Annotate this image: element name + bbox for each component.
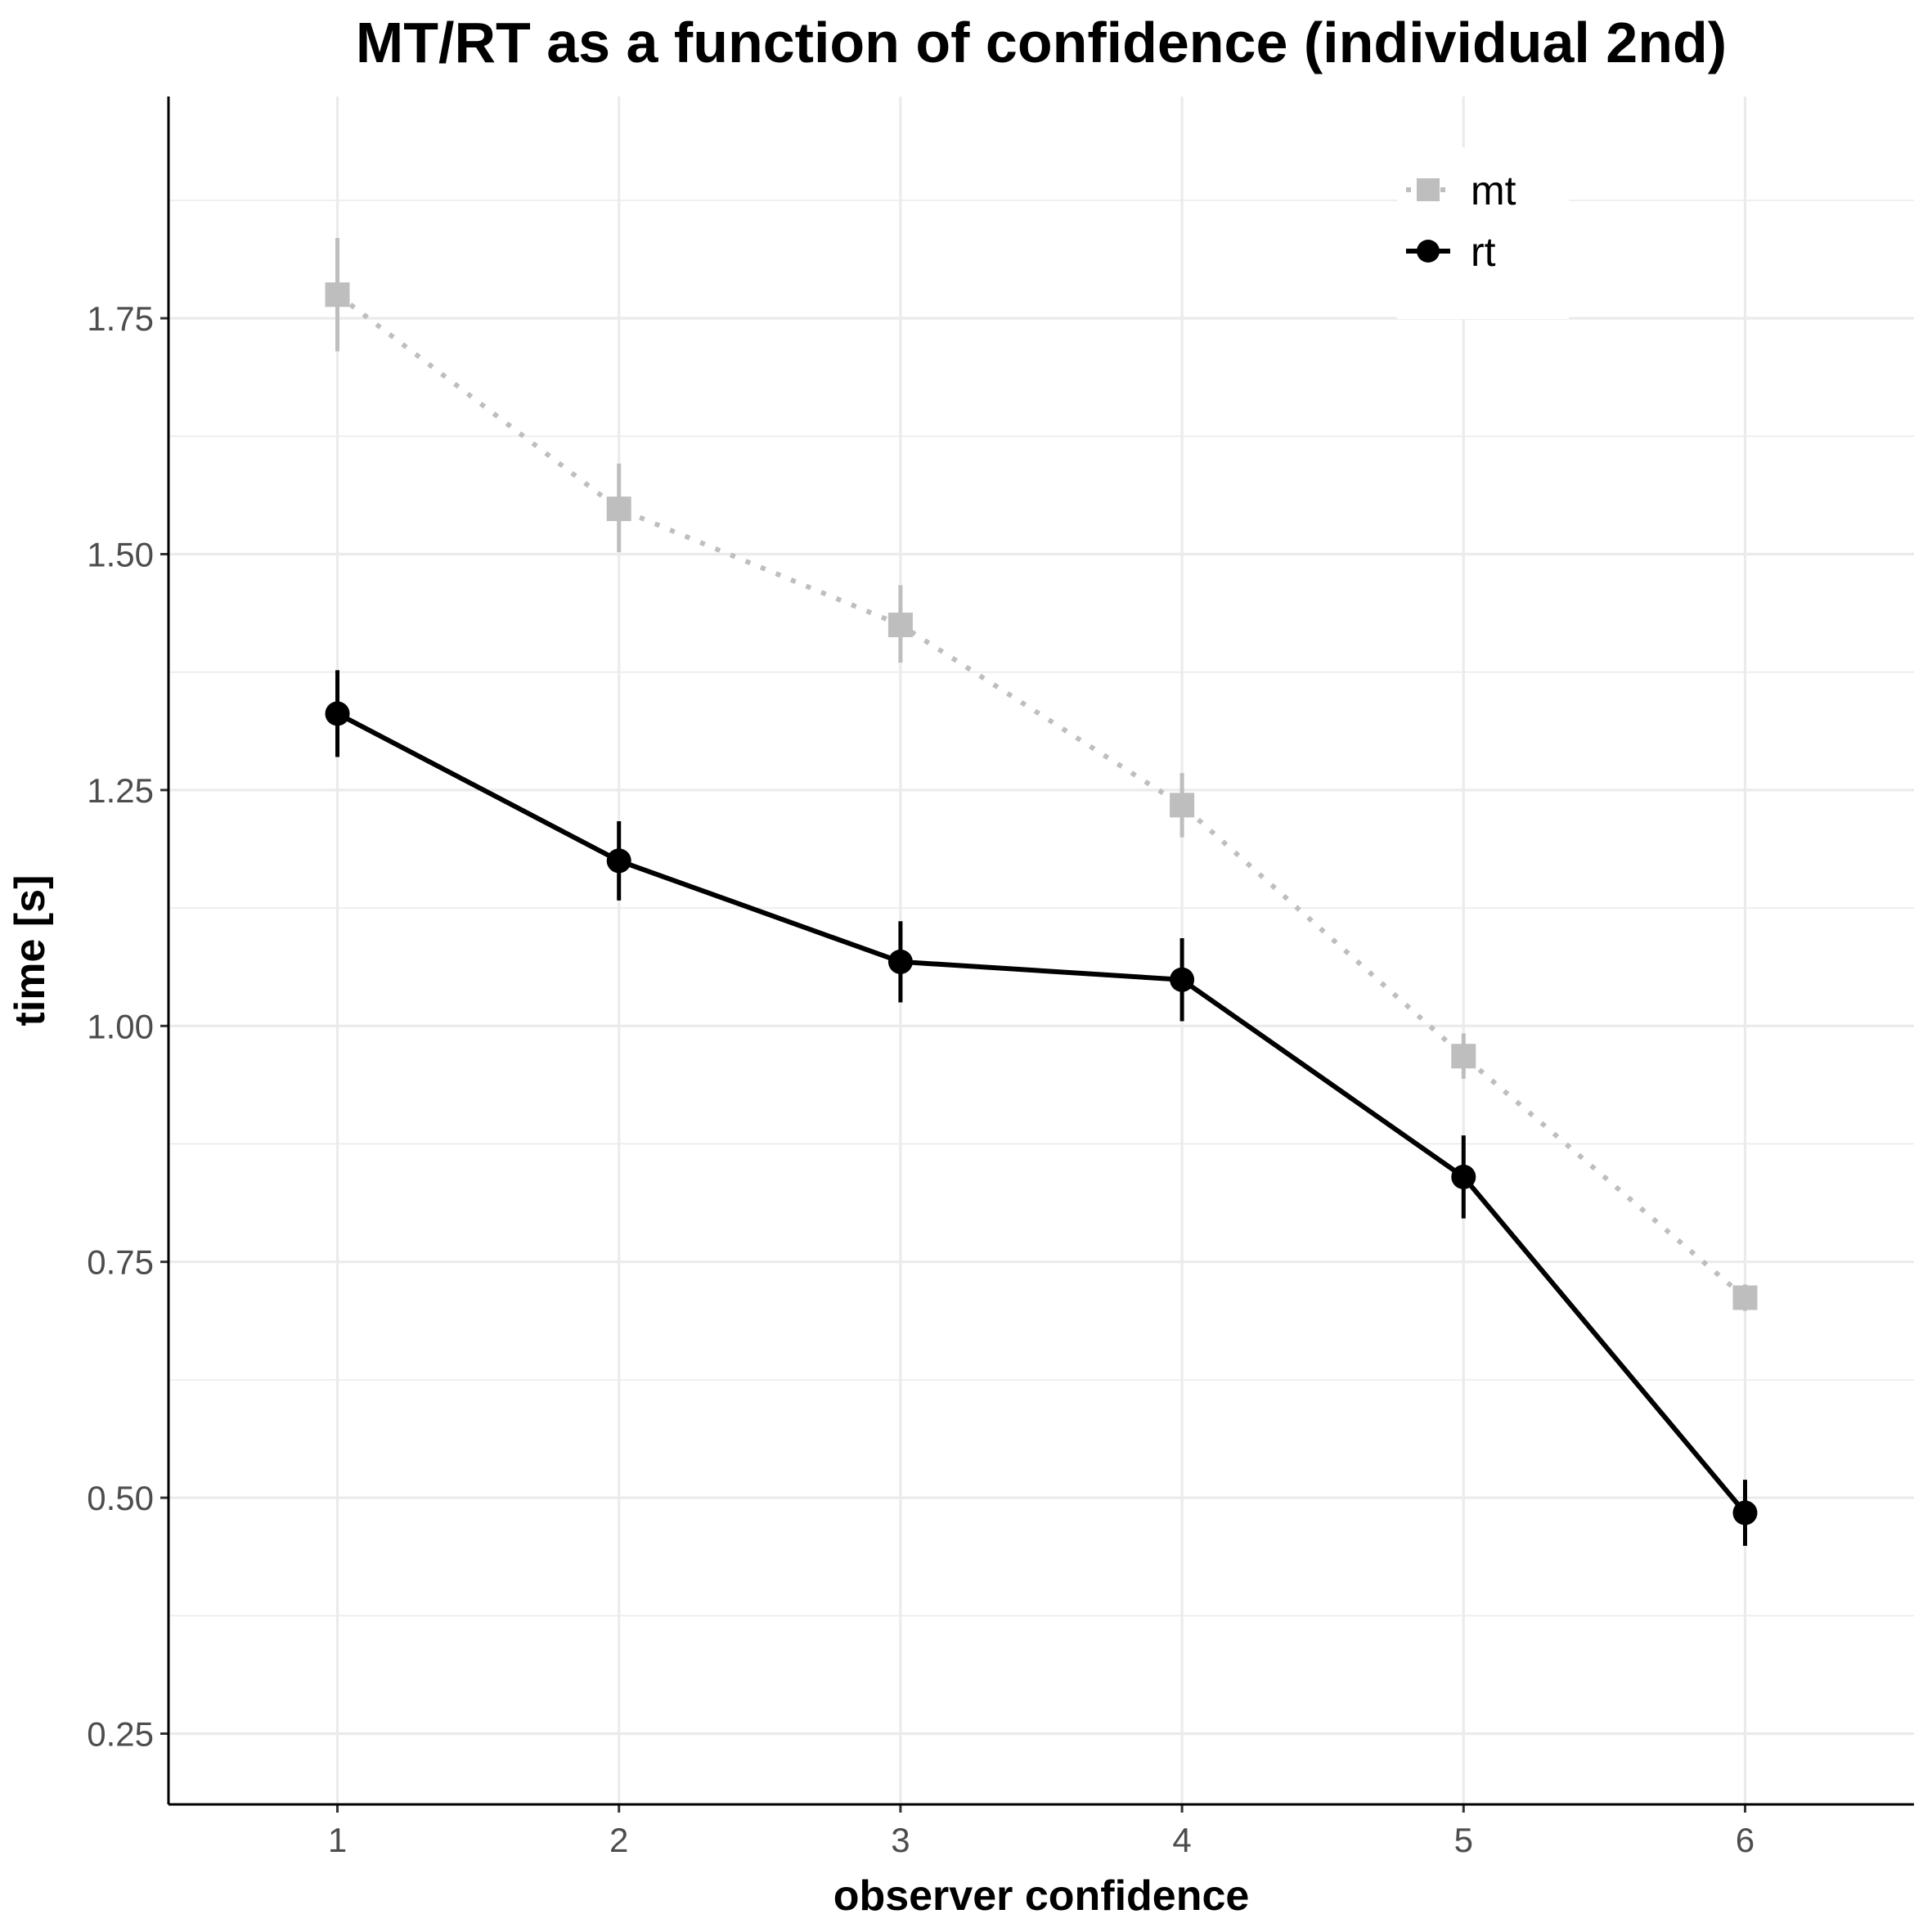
series	[325, 238, 1758, 1546]
axes: 0.25 0.50 0.75 1.00 1.25 1.50 1.75 1 2 3 4 5 6	[87, 97, 1914, 1859]
y-tick-label: 1.25	[87, 771, 154, 810]
y-tick-label: 0.50	[87, 1479, 154, 1517]
series-rt	[325, 670, 1758, 1546]
data-point-mt	[1170, 793, 1195, 818]
y-tick-label: 1.75	[87, 299, 154, 338]
data-point-rt	[325, 701, 350, 726]
y-tick-label: 1.50	[87, 535, 154, 573]
data-point-mt	[1732, 1285, 1758, 1310]
data-point-rt	[1451, 1164, 1476, 1189]
x-tick-label: 4	[1172, 1821, 1191, 1859]
data-point-mt	[887, 613, 913, 638]
legend-label-rt: rt	[1471, 229, 1496, 275]
x-tick-label: 5	[1454, 1821, 1473, 1859]
y-axis-title: time [s]	[7, 875, 54, 1027]
y-tick-label: 1.00	[87, 1007, 154, 1045]
x-tick-label: 3	[891, 1821, 910, 1859]
legend-background	[1397, 147, 1569, 319]
y-tick-label: 0.75	[87, 1243, 154, 1282]
legend-label-mt: mt	[1471, 168, 1516, 213]
legend-key-marker-mt	[1417, 178, 1440, 201]
data-point-mt	[325, 282, 350, 308]
data-point-rt	[887, 949, 913, 974]
x-tick-label: 6	[1736, 1821, 1755, 1859]
legend-key-marker-rt	[1417, 240, 1440, 263]
data-point-rt	[1170, 967, 1195, 992]
data-point-rt	[1732, 1500, 1758, 1525]
x-tick-label: 1	[328, 1821, 347, 1859]
series-line-mt	[335, 292, 1747, 1300]
data-point-rt	[606, 848, 631, 874]
x-tick-label: 2	[609, 1821, 628, 1859]
x-axis-title: observer confidence	[833, 1872, 1250, 1920]
data-point-mt	[1451, 1044, 1476, 1069]
data-point-mt	[606, 496, 631, 522]
y-tick-label: 0.25	[87, 1714, 154, 1753]
legend: mt rt	[1397, 147, 1569, 319]
series-mt	[325, 238, 1758, 1311]
series-line-rt	[336, 711, 1747, 1515]
chart-title: MT/RT as a function of confidence (indiv…	[356, 11, 1727, 74]
